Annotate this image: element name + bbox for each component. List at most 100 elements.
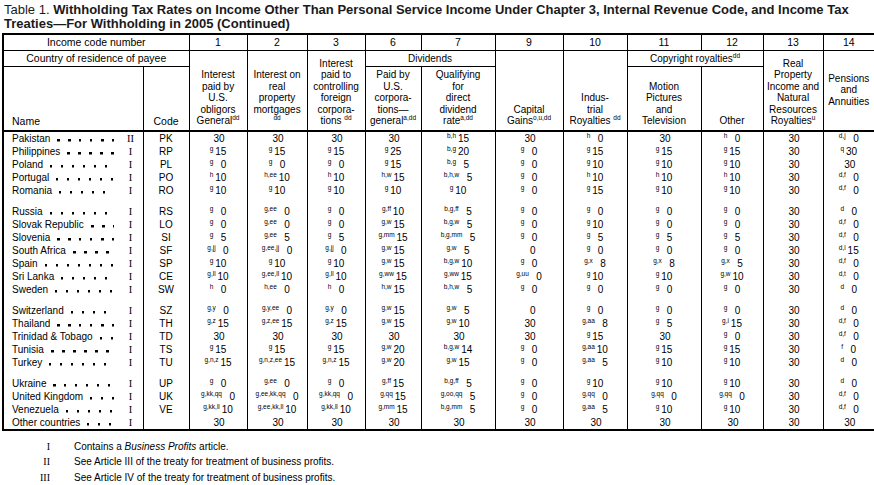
rate-cell: 30 [763, 171, 823, 184]
rate-value: 5 [459, 171, 472, 184]
rate-value: 5 [459, 283, 472, 296]
rate-cell: d,f0 [823, 171, 874, 184]
rate-cell: d,l15 [823, 244, 874, 257]
footnote-superscript: g,ll [207, 269, 215, 276]
rate-value: 10 [590, 270, 603, 283]
country-name-wrap: RomaniaI [4, 184, 143, 197]
rate-value: 30 [787, 218, 800, 231]
rate-cell: g,ww15 [365, 270, 421, 283]
rate-value: 25 [388, 145, 401, 158]
rate-cell: g0 [495, 257, 563, 270]
footnote-superscript: g,jj [325, 243, 333, 250]
table-row: PolandIPLg0g0g0g15b,g5g0g10g10g103030 [3, 158, 874, 171]
rate-cell: 30 [189, 416, 247, 430]
rate-value: 15 [459, 270, 472, 283]
rate-cell: d,f0 [823, 403, 874, 416]
rate-cell: 30 [189, 131, 247, 145]
gap-cell [365, 197, 421, 205]
footnote-superscript: g,kk,ll [321, 402, 338, 409]
rate-value: 0 [524, 377, 537, 390]
rate-value: 30 [271, 330, 284, 343]
rate-value: 15 [213, 145, 226, 158]
rate-value: 0 [846, 171, 859, 184]
footnote-text: See Article III of the treaty for treatm… [50, 454, 334, 470]
footnote-superscript: g,ee,ll [262, 269, 279, 276]
footnote-superscript: g,jj [207, 243, 215, 250]
rate-value: 0 [340, 390, 353, 403]
footnote-superscript: b,g,w [444, 342, 460, 349]
gap-cell [307, 369, 365, 377]
country-name: South Africa [12, 244, 66, 257]
rate-cell: 30 [495, 416, 563, 430]
rate-cell: 30 [495, 131, 563, 145]
footnote-superscript: g,qq [651, 389, 664, 396]
dot-leader [53, 377, 113, 387]
table-row: PakistanIIPK30303030b,h1530h030h030d,j0 [3, 131, 874, 145]
gap-cell [701, 369, 763, 377]
rate-value: 0 [277, 205, 290, 218]
rate-value: 0 [331, 218, 344, 231]
col-header-capital-gains: Capital Gainso,u,dd [495, 51, 563, 131]
rate-value: 0 [523, 304, 536, 317]
rate-value: 5 [462, 231, 475, 244]
rate-value: 10 [272, 184, 285, 197]
rate-cell: d,f0 [823, 218, 874, 231]
rate-value: 15 [590, 145, 603, 158]
rate-cell: d,f0 [823, 330, 874, 343]
rate-cell: d,f0 [823, 317, 874, 330]
footnote-superscript: b,h [447, 131, 456, 138]
footnote-superscript: dd [344, 114, 351, 121]
country-name-cell: PortugalI [3, 171, 143, 184]
dot-leader [59, 184, 113, 194]
dot-leader [55, 283, 113, 293]
treaty-article-roman: I [119, 283, 143, 296]
rate-cell: g,qq0 [627, 390, 701, 403]
rate-value: 0 [846, 218, 859, 231]
treaty-article-roman: II [119, 132, 143, 145]
footnote-superscript: d,f [839, 230, 846, 237]
rate-cell: g10 [247, 184, 307, 197]
table-row: SwitzerlandISZg,y0g,y,ee0g,y0g,w15g,w50g… [3, 304, 874, 317]
country-code-cell: PL [143, 158, 189, 171]
rate-value: 30 [523, 330, 536, 343]
rate-value: 0 [524, 231, 537, 244]
income-code-11: 11 [627, 34, 701, 51]
country-name-wrap: UkraineI [4, 377, 143, 390]
rate-value: 30 [330, 416, 343, 429]
gap-cell [563, 369, 627, 377]
rate-value: 10 [727, 356, 740, 369]
rate-value: 15 [219, 356, 232, 369]
rate-value: 10 [277, 171, 290, 184]
country-name: Tunisia [12, 343, 44, 356]
footnote-superscript: g,i [722, 316, 729, 323]
rate-cell: g15 [563, 184, 627, 197]
rate-value: 10 [595, 343, 608, 356]
rate-cell: g15 [701, 343, 763, 356]
rate-cell: d,f0 [823, 184, 874, 197]
rate-cell: g5 [189, 231, 247, 244]
footnote-superscript: b,g,w [444, 256, 460, 263]
rate-cell: 30 [763, 283, 823, 296]
rate-value: 0 [659, 283, 672, 296]
footnote-text: Contains a Business Profits article. [50, 439, 229, 455]
rate-cell: 30 [763, 304, 823, 317]
footnote-superscript: g,aa [582, 316, 595, 323]
rate-cell: g0 [563, 283, 627, 296]
dot-leader [100, 330, 114, 340]
treaty-article-roman: I [119, 184, 143, 197]
footnote-superscript: g,w [381, 217, 391, 224]
rate-value: 10 [727, 171, 740, 184]
rate-value: 10 [727, 403, 740, 416]
rate-value: 15 [392, 218, 405, 231]
country-name-cell: VenezuelaI [3, 403, 143, 416]
rate-cell: g0 [701, 218, 763, 231]
rate-cell: g,qq15 [365, 390, 421, 403]
rate-value: 0 [213, 377, 226, 390]
rate-value: 0 [846, 132, 859, 145]
rate-cell: g0 [495, 145, 563, 158]
country-name-cell: SloveniaI [3, 231, 143, 244]
rate-value: 0 [846, 270, 859, 283]
footnote-superscript: g,w [381, 256, 391, 263]
country-name: Thailand [12, 317, 50, 330]
col-header-dividends-direct-rate: Qualifying for direct dividend ratea,dd [421, 67, 495, 131]
